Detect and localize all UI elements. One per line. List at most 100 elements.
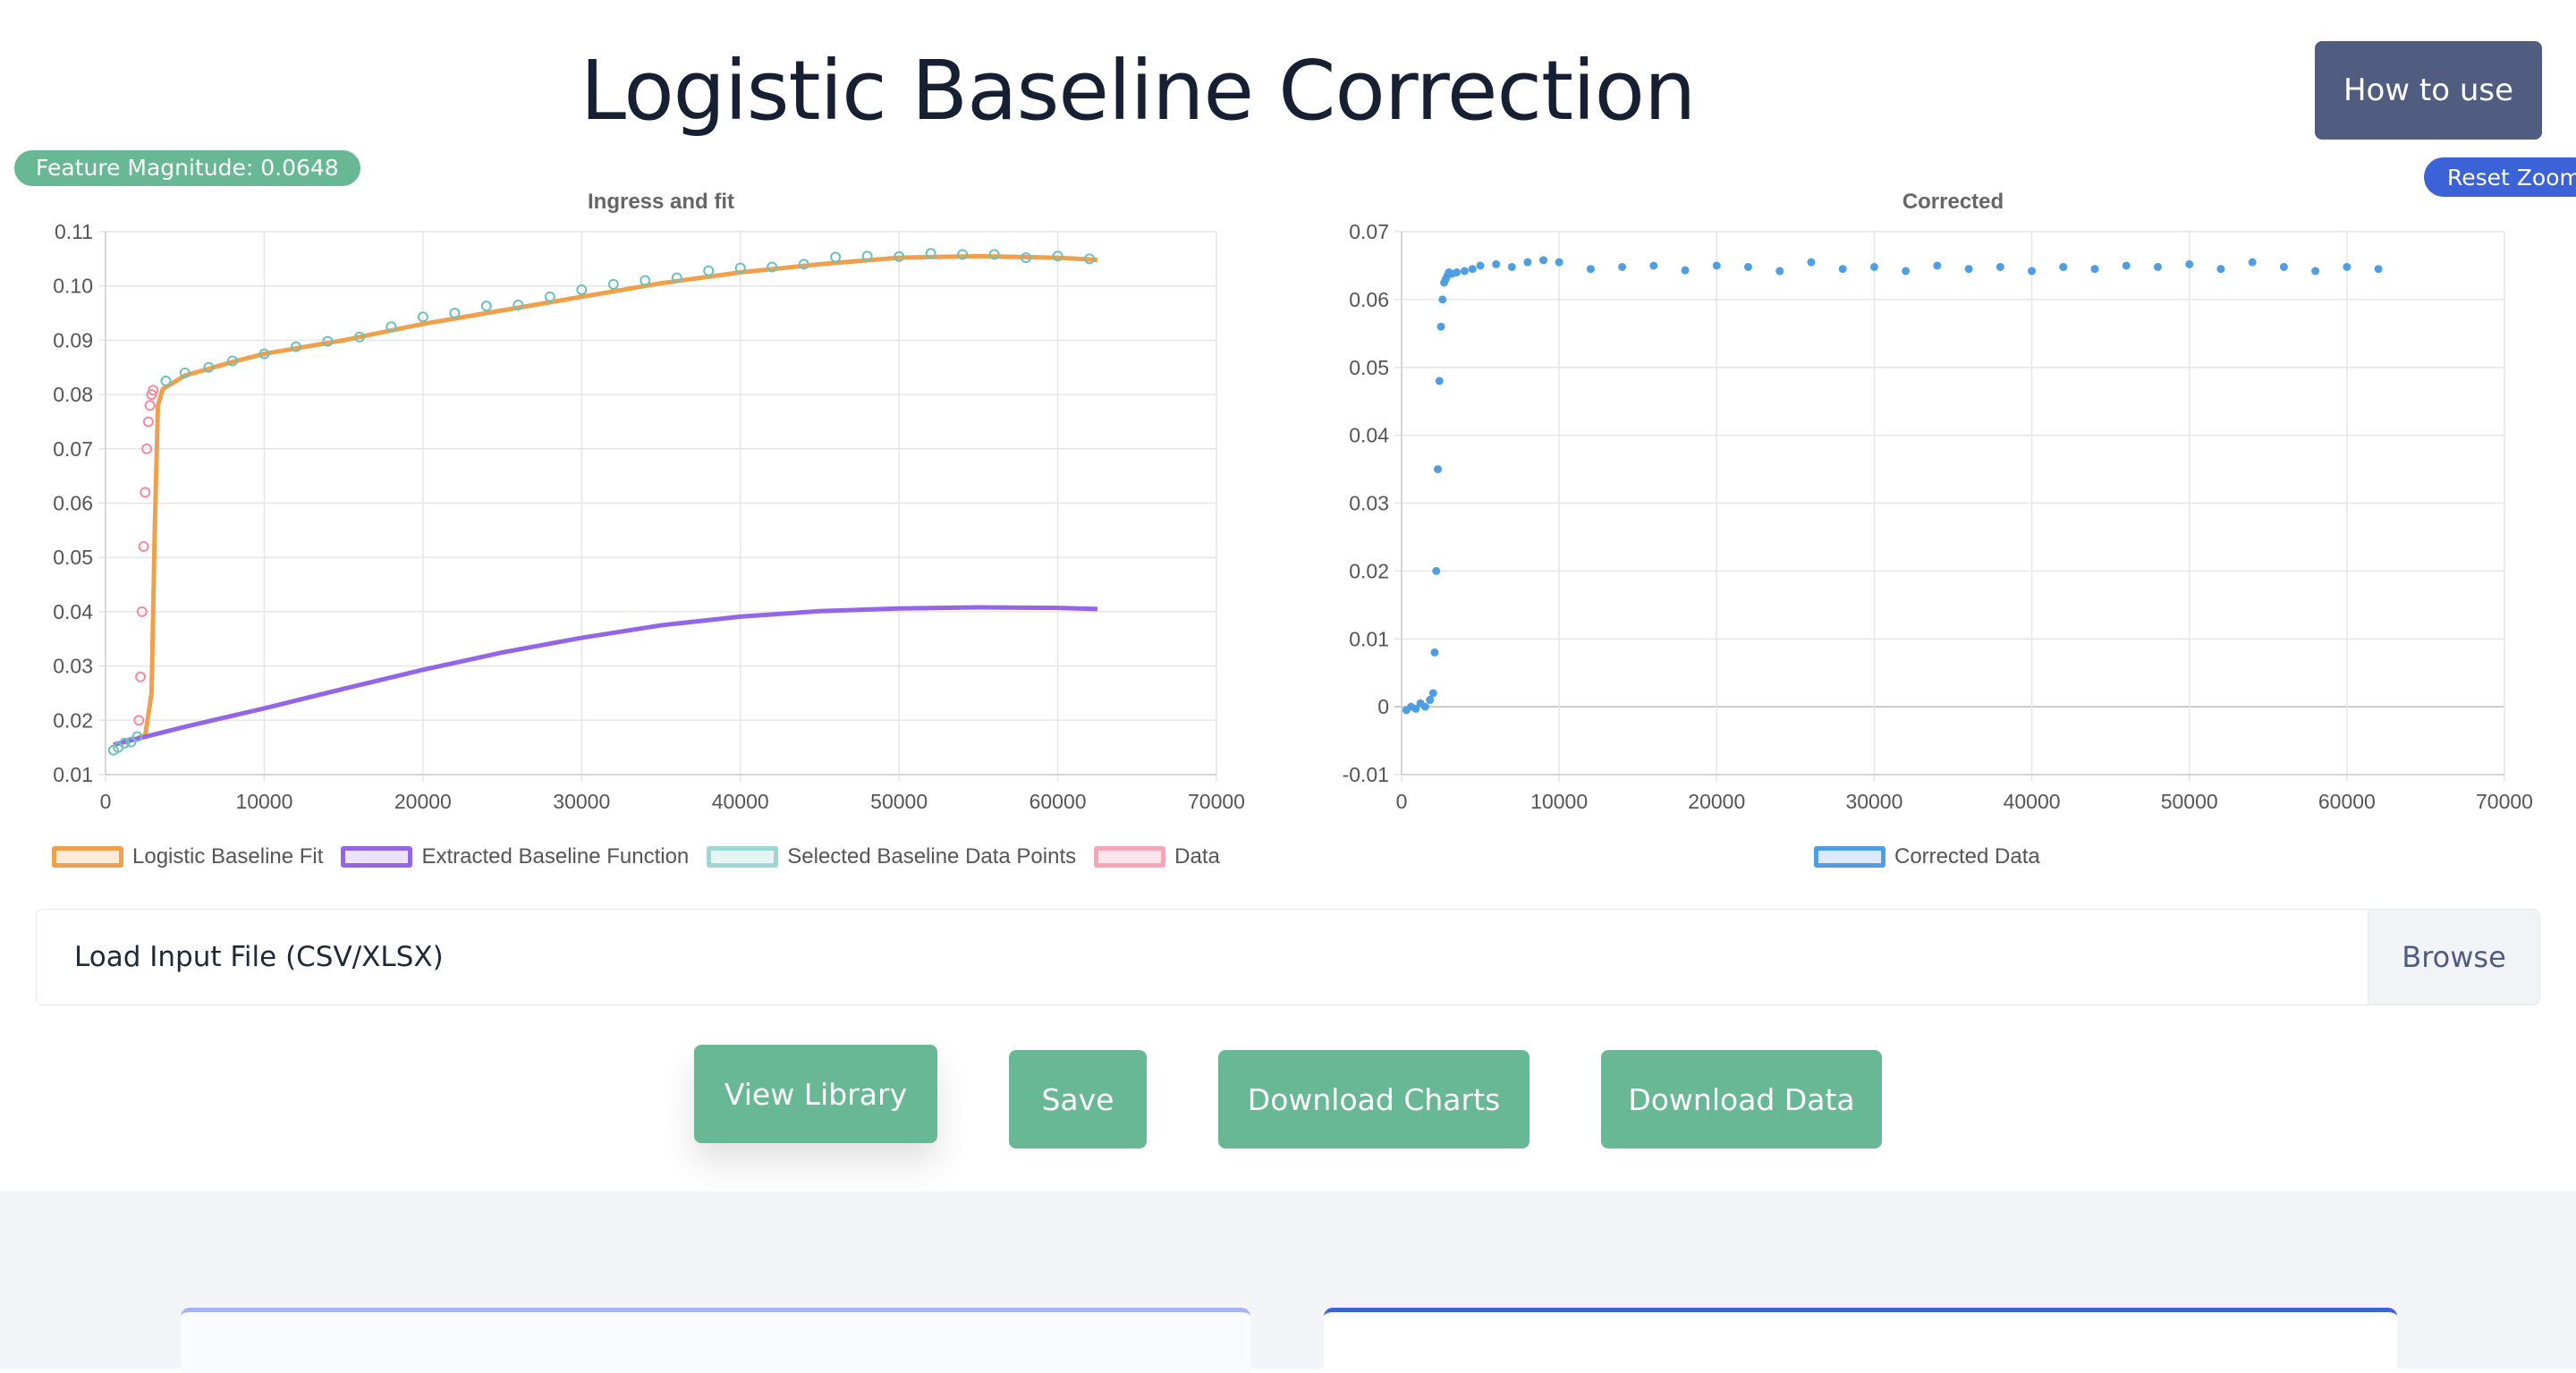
series-line: [113, 605, 1097, 748]
data-point: [640, 275, 651, 286]
data-point: [449, 308, 461, 319]
legend-item-corrected[interactable]: Corrected Data: [1814, 844, 2040, 869]
data-point: [386, 321, 397, 333]
data-point: [135, 671, 147, 682]
data-point: [607, 278, 619, 290]
legend-label: Selected Baseline Data Points: [787, 844, 1077, 869]
data-point: [1436, 322, 1445, 331]
data-point: [1523, 258, 1532, 267]
y-tick-label: 0.09: [53, 328, 93, 352]
data-point: [988, 249, 1000, 260]
data-point: [179, 367, 191, 378]
library-card-left: [181, 1308, 1250, 1373]
data-point: [734, 262, 746, 274]
data-point: [1453, 268, 1462, 277]
y-tick-label: 0.11: [55, 220, 93, 243]
legend-label: Logistic Baseline Fit: [132, 844, 324, 869]
browse-button[interactable]: Browse: [2368, 910, 2539, 1004]
data-point: [1021, 252, 1032, 264]
x-tick-label: 40000: [2004, 790, 2061, 813]
y-tick-label: 0.06: [53, 492, 93, 515]
data-point: [1933, 261, 1942, 270]
data-point: [2343, 262, 2351, 271]
data-point: [1586, 265, 1595, 274]
data-point: [1649, 261, 1658, 270]
data-point: [513, 299, 524, 310]
chart2-legend: Corrected Data: [1814, 844, 2058, 869]
y-tick-label: 0.04: [53, 600, 93, 623]
y-tick-label: 0.08: [53, 383, 93, 406]
y-tick-label: 0.01: [1349, 627, 1389, 650]
save-button[interactable]: Save: [1009, 1050, 1147, 1148]
data-point: [957, 249, 969, 260]
data-point: [1681, 266, 1690, 275]
legend-label: Corrected Data: [1894, 844, 2040, 869]
data-point: [861, 250, 873, 262]
data-point: [1411, 704, 1420, 713]
data-point: [144, 400, 156, 411]
ingress-and-fit-chart[interactable]: 0.01 0.02 0.03 0.04 0.05 0.06 0.07 0.08 0.09 0.10…: [53, 190, 1245, 813]
data-point: [1964, 265, 1973, 274]
data-point: [353, 331, 365, 343]
data-point: [1460, 267, 1469, 275]
legend-label: Data: [1174, 844, 1220, 869]
data-point: [141, 443, 153, 454]
y-tick-label: 0.06: [1349, 288, 1389, 311]
data-point: [1420, 702, 1429, 711]
x-tick-label: 30000: [1845, 790, 1902, 813]
data-point: [2059, 262, 2068, 271]
download-data-button[interactable]: Download Data: [1601, 1050, 1882, 1148]
x-tick-label: 0: [1396, 790, 1408, 813]
legend-item-extracted-baseline[interactable]: Extracted Baseline Function: [341, 844, 689, 869]
y-tick-label: 0.03: [1349, 492, 1389, 515]
y-tick-label: 0.04: [1349, 424, 1389, 447]
chart1-legend: Logistic Baseline Fit Extracted Baseline…: [52, 844, 1238, 869]
data-point: [1838, 265, 1847, 274]
data-point: [133, 715, 145, 726]
feature-magnitude-badge: Feature Magnitude: 0.0648: [14, 150, 360, 186]
y-tick-label: 0: [1377, 695, 1389, 718]
y-tick-label: 0.05: [1349, 356, 1389, 379]
x-tick-label: 50000: [870, 790, 928, 813]
data-point: [576, 284, 588, 295]
data-point: [1084, 253, 1096, 265]
view-library-button[interactable]: View Library: [694, 1045, 937, 1143]
x-tick-label: 60000: [1030, 790, 1087, 813]
data-point: [2311, 267, 2320, 275]
y-tick-label: 0.03: [53, 655, 93, 678]
download-charts-button[interactable]: Download Charts: [1218, 1050, 1530, 1148]
chart-title: Corrected: [1902, 190, 2004, 214]
legend-item-data[interactable]: Data: [1094, 844, 1220, 869]
data-point: [1052, 250, 1063, 262]
data-point: [830, 251, 842, 263]
data-point: [2122, 261, 2131, 270]
data-point: [1869, 262, 1878, 271]
data-point: [1476, 261, 1485, 270]
data-point: [2374, 265, 2383, 274]
data-point: [290, 341, 301, 352]
data-point: [226, 355, 238, 367]
y-tick-label: 0.02: [53, 708, 93, 732]
x-tick-label: 20000: [1688, 790, 1745, 813]
legend-item-selected-points[interactable]: Selected Baseline Data Points: [707, 844, 1076, 869]
reset-zoom-button[interactable]: Reset Zoom: [2424, 157, 2576, 197]
data-point: [2090, 265, 2099, 274]
corrected-chart[interactable]: -0.01 0 0.01 0.02 0.03 0.04 0.05 0.06 0.07 0 10000…: [1343, 190, 2533, 813]
data-point: [1902, 267, 1911, 275]
data-point: [2153, 262, 2162, 271]
legend-swatch: [1814, 846, 1885, 868]
data-point: [2028, 267, 2037, 275]
file-input-label: Load Input File (CSV/XLSX): [74, 941, 444, 973]
data-point: [1775, 267, 1784, 275]
data-point: [1432, 566, 1441, 575]
how-to-use-button[interactable]: How to use: [2315, 41, 2542, 140]
data-point: [1426, 696, 1435, 705]
data-point: [2216, 265, 2225, 274]
data-point: [131, 731, 143, 742]
data-point: [671, 272, 682, 284]
y-tick-label: -0.01: [1343, 763, 1389, 786]
legend-item-logistic-fit[interactable]: Logistic Baseline Fit: [52, 844, 323, 869]
charts-canvas: 0.01 0.02 0.03 0.04 0.05 0.06 0.07 0.08 0.09 0.10…: [53, 190, 2533, 813]
file-input[interactable]: Load Input File (CSV/XLSX) Browse: [36, 909, 2540, 1005]
data-point: [1492, 259, 1501, 268]
